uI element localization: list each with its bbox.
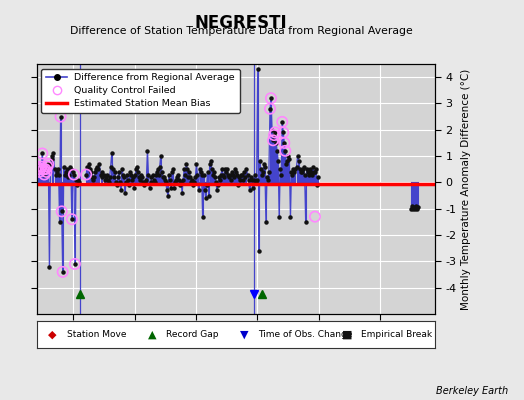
Point <box>267 95 275 102</box>
Point <box>34 166 42 172</box>
Text: ◆: ◆ <box>48 330 57 339</box>
Point <box>279 129 287 136</box>
Text: ▼: ▼ <box>239 330 248 339</box>
Point <box>311 214 319 220</box>
Text: ■: ■ <box>342 330 353 339</box>
Text: Berkeley Earth: Berkeley Earth <box>436 386 508 396</box>
Point <box>269 137 277 144</box>
Point <box>44 161 52 167</box>
Point <box>42 169 50 175</box>
Text: NEGRESTI: NEGRESTI <box>195 14 287 32</box>
Point <box>281 148 289 154</box>
Point <box>38 150 47 157</box>
Point <box>57 114 65 120</box>
Legend: Difference from Regional Average, Quality Control Failed, Estimated Station Mean: Difference from Regional Average, Qualit… <box>41 69 240 113</box>
Point <box>278 119 287 125</box>
Y-axis label: Monthly Temperature Anomaly Difference (°C): Monthly Temperature Anomaly Difference (… <box>461 68 471 310</box>
Point <box>266 106 274 112</box>
Point <box>41 166 50 172</box>
Point <box>43 164 51 170</box>
Point <box>271 129 279 136</box>
Text: Difference of Station Temperature Data from Regional Average: Difference of Station Temperature Data f… <box>70 26 412 36</box>
Point <box>59 269 67 275</box>
Text: Record Gap: Record Gap <box>166 330 219 339</box>
Point <box>58 208 66 214</box>
Point <box>70 171 78 178</box>
Point <box>35 169 43 175</box>
Point <box>36 166 45 172</box>
Point <box>82 171 90 178</box>
Text: Time of Obs. Change: Time of Obs. Change <box>258 330 352 339</box>
Text: Station Move: Station Move <box>67 330 126 339</box>
Point <box>39 166 48 172</box>
Point <box>71 261 79 267</box>
Point <box>270 132 278 138</box>
Point <box>33 164 41 170</box>
Point <box>40 171 48 178</box>
Point <box>68 216 76 222</box>
Point <box>37 164 46 170</box>
Text: ▲: ▲ <box>148 330 157 339</box>
Point <box>280 140 289 146</box>
Text: Empirical Break: Empirical Break <box>361 330 432 339</box>
